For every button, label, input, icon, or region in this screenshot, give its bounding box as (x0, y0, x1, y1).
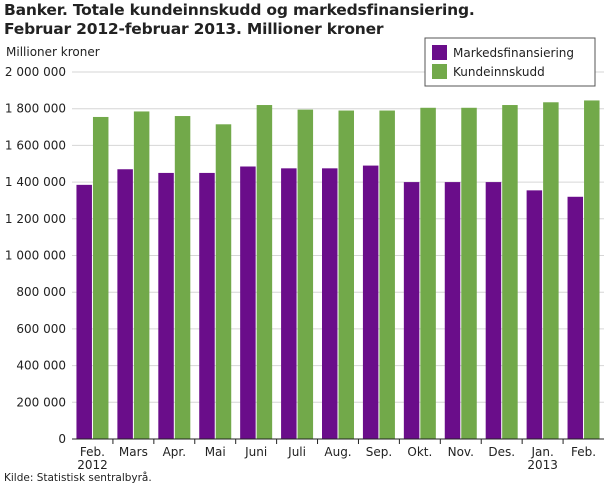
x-tick-label: Jan. (530, 445, 553, 459)
bar-markedsfinansiering (281, 168, 297, 439)
chart-title-line-1: Banker. Totale kundeinnskudd og markedsf… (4, 1, 475, 19)
chart-title: Banker. Totale kundeinnskudd og markedsf… (4, 1, 475, 39)
bar-markedsfinansiering (403, 182, 420, 439)
y-tick-label: 2 000 000 (5, 65, 66, 79)
bar-kundeinnskudd (461, 107, 477, 439)
bar-kundeinnskudd (92, 116, 109, 440)
x-tick-label: Nov. (448, 445, 474, 459)
source-note: Kilde: Statistisk sentralbyrå. (4, 472, 152, 484)
bar-kundeinnskudd (256, 105, 273, 439)
chart-title-line-2: Februar 2012-februar 2013. Millioner kro… (4, 20, 384, 38)
y-tick-label: 1 000 000 (5, 249, 66, 263)
bar-markedsfinansiering (322, 168, 338, 439)
bar-kundeinnskudd (133, 111, 150, 439)
x-tick-label: Juni (244, 445, 267, 459)
bar-kundeinnskudd (379, 110, 395, 439)
legend-label: Markedsfinansiering (453, 46, 574, 60)
bar-kundeinnskudd (297, 109, 314, 440)
x-tick-label: 2012 (77, 458, 108, 472)
legend-swatch-markedsfinansiering (432, 45, 447, 60)
bar-markedsfinansiering (567, 196, 584, 439)
x-tick-label: Aug. (324, 445, 351, 459)
bar-markedsfinansiering (199, 172, 215, 440)
x-tick-label: Feb. (571, 445, 596, 459)
y-tick-label: 1 400 000 (5, 175, 66, 189)
legend-label: Kundeinnskudd (453, 65, 545, 79)
x-tick-label: Okt. (407, 445, 432, 459)
bar-markedsfinansiering (362, 165, 379, 439)
x-tick-label: Juli (287, 445, 306, 459)
legend-swatch-kundeinnskudd (432, 64, 447, 79)
x-tick-label: Apr. (163, 445, 186, 459)
bar-markedsfinansiering (240, 166, 256, 439)
bar-kundeinnskudd (174, 116, 191, 439)
x-tick-label: 2013 (527, 458, 558, 472)
bar-markedsfinansiering (117, 169, 133, 439)
y-tick-label: 200 000 (16, 395, 66, 409)
x-tick-label: Feb. (80, 445, 105, 459)
y-tick-label: 400 000 (16, 359, 66, 373)
x-tick-label: Des. (488, 445, 515, 459)
bar-markedsfinansiering (526, 190, 543, 439)
x-tick-label: Mai (205, 445, 226, 459)
bar-kundeinnskudd (584, 100, 600, 439)
bar-kundeinnskudd (215, 124, 232, 440)
bar-markedsfinansiering (76, 184, 92, 439)
y-axis-label: Millioner kroner (6, 45, 100, 59)
y-tick-label: 1 800 000 (5, 102, 66, 116)
y-tick-label: 1 600 000 (5, 138, 66, 152)
x-tick-label: Sep. (366, 445, 392, 459)
bar-markedsfinansiering (158, 172, 174, 440)
y-tick-label: 800 000 (16, 285, 66, 299)
y-tick-label: 600 000 (16, 322, 66, 336)
bar-kundeinnskudd (338, 110, 354, 439)
bar-kundeinnskudd (543, 102, 559, 439)
bar-kundeinnskudd (502, 105, 518, 439)
bar-kundeinnskudd (420, 107, 436, 439)
legend-box (424, 37, 596, 87)
y-tick-label: 0 (58, 432, 66, 446)
bar-markedsfinansiering (444, 182, 461, 439)
y-tick-label: 1 200 000 (5, 212, 66, 226)
x-tick-label: Mars (119, 445, 148, 459)
bar-markedsfinansiering (485, 182, 502, 439)
